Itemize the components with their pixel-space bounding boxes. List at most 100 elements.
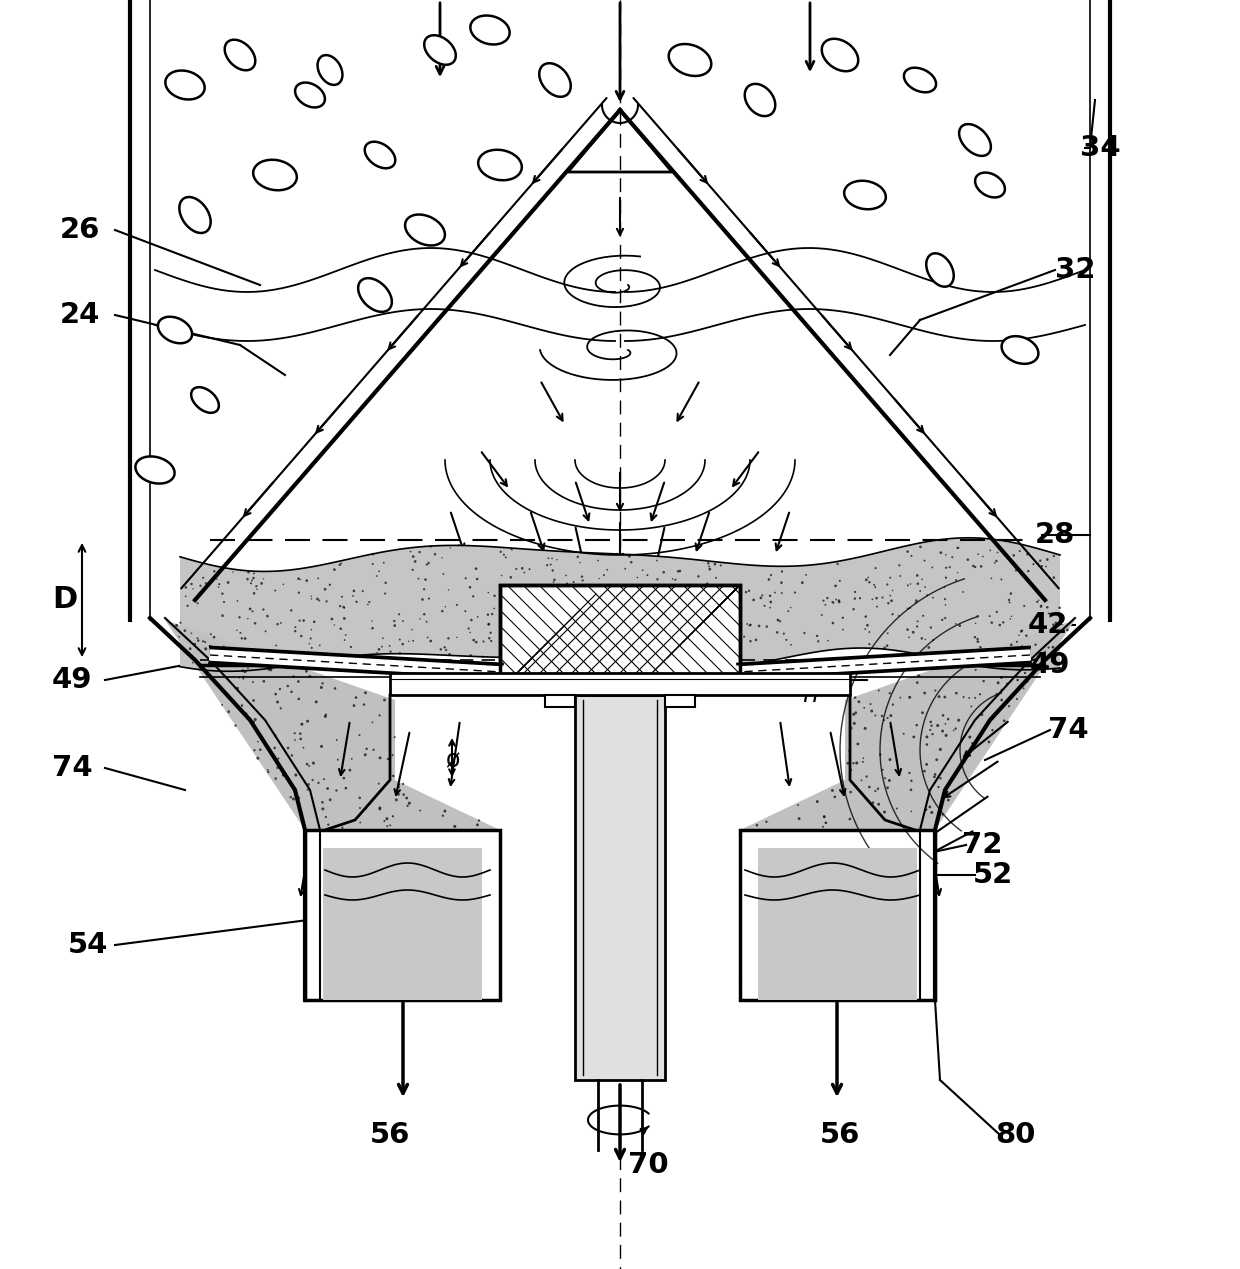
Point <box>915 551 935 571</box>
Point <box>363 957 383 977</box>
Point <box>331 939 351 959</box>
Point <box>774 623 794 643</box>
Point <box>816 921 836 942</box>
Point <box>861 694 880 714</box>
Point <box>425 544 445 565</box>
Ellipse shape <box>358 278 392 312</box>
Point <box>859 634 879 655</box>
Point <box>740 614 760 634</box>
Point <box>921 716 941 736</box>
Point <box>327 730 347 750</box>
Point <box>941 646 961 666</box>
Point <box>270 679 290 699</box>
Point <box>966 660 986 680</box>
Point <box>438 848 458 868</box>
Point <box>1032 614 1052 634</box>
Point <box>982 569 1002 589</box>
Point <box>618 650 637 670</box>
Point <box>846 777 866 797</box>
Point <box>529 618 549 638</box>
Point <box>475 848 495 868</box>
Point <box>418 898 438 919</box>
Point <box>340 760 360 780</box>
Point <box>556 565 575 585</box>
Point <box>492 580 512 600</box>
Point <box>265 684 285 704</box>
Point <box>213 637 233 657</box>
Point <box>374 853 394 873</box>
Point <box>450 867 470 887</box>
Point <box>458 938 477 958</box>
Point <box>802 890 822 910</box>
Point <box>869 794 889 815</box>
Point <box>315 989 335 1009</box>
Point <box>926 750 946 770</box>
Point <box>818 631 838 651</box>
Point <box>1004 546 1024 566</box>
Point <box>480 970 500 990</box>
Point <box>800 958 820 978</box>
Point <box>892 910 911 930</box>
Point <box>1032 595 1052 615</box>
Point <box>781 893 801 914</box>
Point <box>241 574 260 594</box>
Point <box>351 963 371 983</box>
Text: 32: 32 <box>1055 256 1095 284</box>
Point <box>393 849 413 869</box>
Point <box>312 792 332 812</box>
Point <box>315 707 335 727</box>
Point <box>832 860 852 881</box>
Point <box>243 712 263 732</box>
Point <box>906 714 926 735</box>
Point <box>883 949 903 970</box>
Text: ø: ø <box>445 747 459 772</box>
Point <box>383 806 403 826</box>
Point <box>368 912 388 933</box>
Point <box>813 817 833 838</box>
Point <box>336 778 356 798</box>
Point <box>541 555 560 575</box>
Point <box>759 867 779 887</box>
Point <box>603 647 622 667</box>
Point <box>317 778 337 798</box>
Point <box>341 942 361 962</box>
Point <box>365 947 384 967</box>
Point <box>461 610 481 631</box>
Point <box>1021 651 1040 671</box>
Point <box>310 590 330 610</box>
Point <box>546 591 565 612</box>
Point <box>892 923 911 943</box>
Point <box>765 582 785 603</box>
Point <box>243 569 263 589</box>
Point <box>556 648 575 669</box>
Point <box>472 830 492 850</box>
Point <box>826 576 846 596</box>
Point <box>935 577 955 598</box>
Point <box>792 855 812 876</box>
Point <box>877 911 897 931</box>
Point <box>326 985 346 1005</box>
Point <box>363 740 383 760</box>
Point <box>831 940 851 961</box>
Point <box>853 878 873 898</box>
Point <box>810 843 830 863</box>
Point <box>419 553 439 574</box>
Point <box>212 605 232 626</box>
Point <box>238 562 258 582</box>
Point <box>760 915 780 935</box>
Point <box>548 634 568 655</box>
Point <box>543 561 563 581</box>
Point <box>749 958 769 978</box>
Point <box>373 552 393 572</box>
Point <box>361 839 381 859</box>
Point <box>954 687 973 707</box>
Point <box>733 851 753 872</box>
Point <box>1028 553 1048 574</box>
Point <box>526 637 546 657</box>
Point <box>319 815 339 835</box>
Point <box>184 579 203 599</box>
Point <box>663 614 683 634</box>
Point <box>247 576 267 596</box>
Point <box>418 909 438 929</box>
Point <box>236 661 255 681</box>
